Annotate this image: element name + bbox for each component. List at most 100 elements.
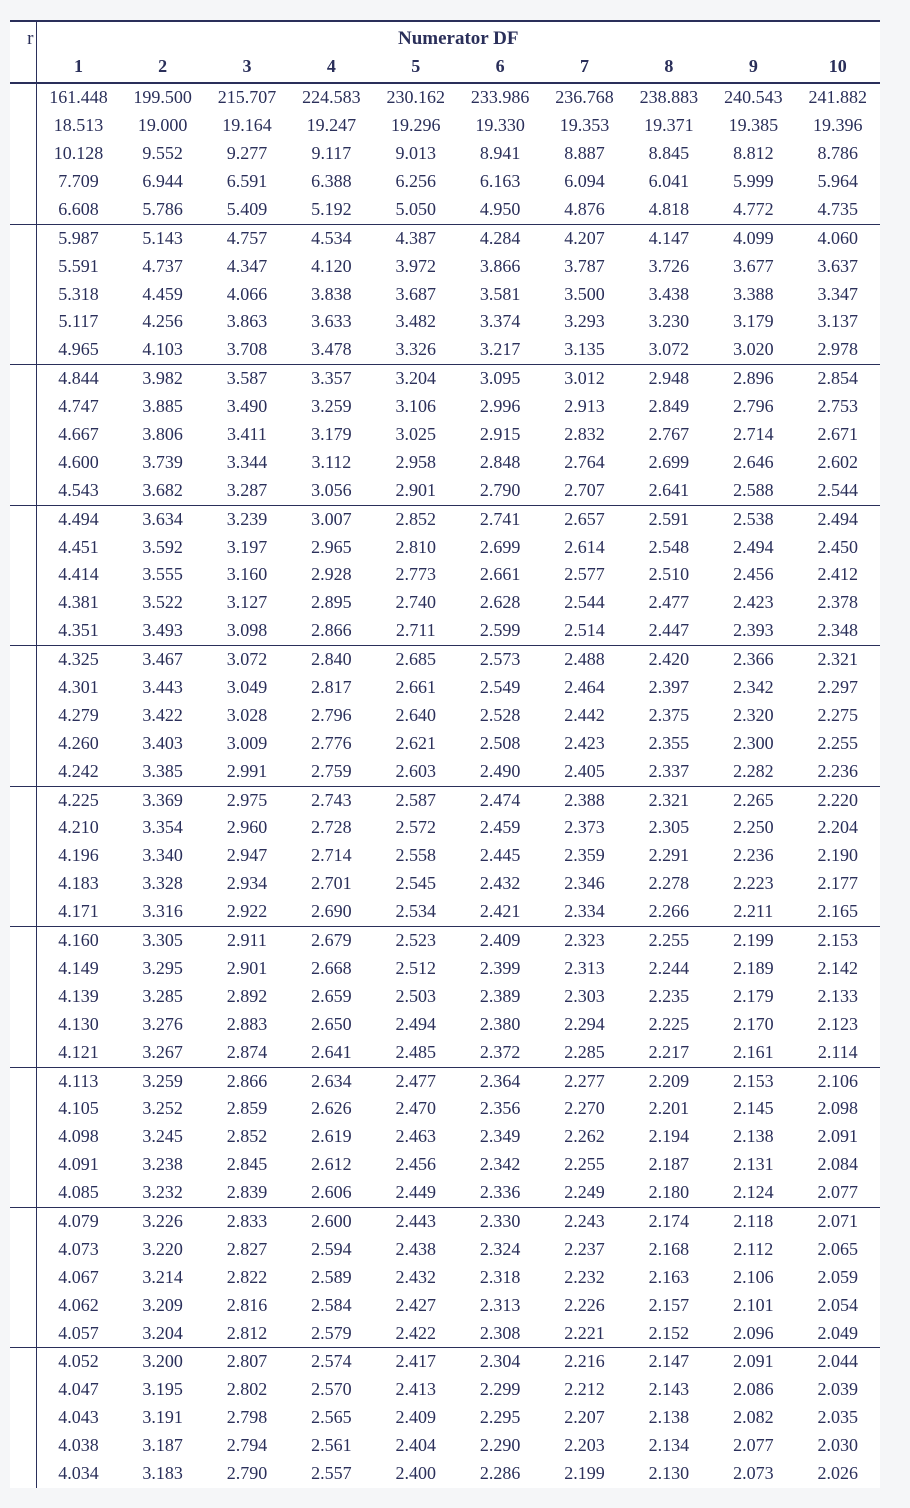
table-cell: 5.999 bbox=[711, 168, 795, 196]
table-cell: 2.297 bbox=[796, 674, 880, 702]
table-row: 5.1174.2563.8633.6333.4823.3743.2933.230… bbox=[10, 308, 880, 336]
table-cell: 18.513 bbox=[36, 112, 120, 140]
table-cell: 2.594 bbox=[289, 1236, 373, 1264]
table-cell: 2.975 bbox=[205, 786, 289, 814]
table-cell: 2.740 bbox=[374, 589, 458, 617]
table-cell: 2.443 bbox=[374, 1207, 458, 1235]
table-cell: 19.371 bbox=[627, 112, 711, 140]
table-cell: 4.085 bbox=[36, 1179, 120, 1207]
table-row: 7.7096.9446.5916.3886.2566.1636.0946.041… bbox=[10, 168, 880, 196]
table-cell: 3.482 bbox=[374, 308, 458, 336]
table-cell: 2.187 bbox=[627, 1151, 711, 1179]
table-cell: 2.133 bbox=[796, 983, 880, 1011]
table-cell: 3.106 bbox=[374, 393, 458, 421]
table-cell: 4.139 bbox=[36, 983, 120, 1011]
row-stub bbox=[10, 224, 36, 252]
table-cell: 2.096 bbox=[711, 1320, 795, 1348]
table-cell: 4.351 bbox=[36, 617, 120, 645]
table-cell: 2.503 bbox=[374, 983, 458, 1011]
table-cell: 3.863 bbox=[205, 308, 289, 336]
column-header-row: 12345678910 bbox=[10, 53, 880, 83]
row-stub bbox=[10, 1348, 36, 1376]
table-cell: 3.388 bbox=[711, 281, 795, 309]
table-cell: 2.203 bbox=[542, 1432, 626, 1460]
row-stub bbox=[10, 842, 36, 870]
table-cell: 3.838 bbox=[289, 281, 373, 309]
table-cell: 2.579 bbox=[289, 1320, 373, 1348]
table-cell: 2.528 bbox=[458, 702, 542, 730]
table-cell: 2.278 bbox=[627, 870, 711, 898]
table-row: 4.1603.3052.9112.6792.5232.4092.3232.255… bbox=[10, 927, 880, 955]
table-cell: 2.277 bbox=[542, 1067, 626, 1095]
table-cell: 3.276 bbox=[120, 1011, 204, 1039]
table-cell: 2.545 bbox=[374, 870, 458, 898]
table-cell: 2.459 bbox=[458, 814, 542, 842]
table-cell: 2.432 bbox=[458, 870, 542, 898]
table-cell: 2.265 bbox=[711, 786, 795, 814]
table-cell: 2.584 bbox=[289, 1292, 373, 1320]
table-cell: 5.964 bbox=[796, 168, 880, 196]
table-cell: 2.170 bbox=[711, 1011, 795, 1039]
table-cell: 2.490 bbox=[458, 758, 542, 786]
table-cell: 2.922 bbox=[205, 898, 289, 926]
table-cell: 2.767 bbox=[627, 421, 711, 449]
table-row: 4.4513.5923.1972.9652.8102.6992.6142.548… bbox=[10, 534, 880, 562]
f-distribution-table: r Numerator DF 12345678910 161.448199.50… bbox=[10, 20, 880, 1488]
table-cell: 3.137 bbox=[796, 308, 880, 336]
table-cell: 3.634 bbox=[120, 505, 204, 533]
table-cell: 2.661 bbox=[374, 674, 458, 702]
table-cell: 2.743 bbox=[289, 786, 373, 814]
table-cell: 2.612 bbox=[289, 1151, 373, 1179]
table-cell: 2.221 bbox=[542, 1320, 626, 1348]
row-stub bbox=[10, 927, 36, 955]
table-cell: 2.450 bbox=[796, 534, 880, 562]
table-cell: 2.420 bbox=[627, 646, 711, 674]
table-cell: 4.279 bbox=[36, 702, 120, 730]
table-cell: 2.978 bbox=[796, 336, 880, 364]
table-cell: 2.641 bbox=[289, 1039, 373, 1067]
table-cell: 233.986 bbox=[458, 83, 542, 112]
table-cell: 2.157 bbox=[627, 1292, 711, 1320]
table-cell: 2.807 bbox=[205, 1348, 289, 1376]
table-cell: 2.621 bbox=[374, 730, 458, 758]
row-stub bbox=[10, 646, 36, 674]
table-cell: 2.330 bbox=[458, 1207, 542, 1235]
table-cell: 2.375 bbox=[627, 702, 711, 730]
table-cell: 2.404 bbox=[374, 1432, 458, 1460]
table-cell: 19.353 bbox=[542, 112, 626, 140]
table-cell: 2.832 bbox=[542, 421, 626, 449]
table-cell: 3.259 bbox=[289, 393, 373, 421]
table-cell: 2.456 bbox=[374, 1151, 458, 1179]
table-cell: 3.285 bbox=[120, 983, 204, 1011]
table-cell: 3.025 bbox=[374, 421, 458, 449]
table-cell: 3.072 bbox=[627, 336, 711, 364]
table-cell: 2.217 bbox=[627, 1039, 711, 1067]
table-cell: 2.337 bbox=[627, 758, 711, 786]
table-cell: 2.223 bbox=[711, 870, 795, 898]
table-cell: 7.709 bbox=[36, 168, 120, 196]
table-cell: 2.657 bbox=[542, 505, 626, 533]
table-cell: 3.885 bbox=[120, 393, 204, 421]
table-cell: 3.787 bbox=[542, 253, 626, 281]
row-header-fragment: r bbox=[10, 21, 36, 53]
table-cell: 2.207 bbox=[542, 1404, 626, 1432]
table-cell: 3.195 bbox=[120, 1376, 204, 1404]
table-row: 4.3513.4933.0982.8662.7112.5992.5142.447… bbox=[10, 617, 880, 645]
table-cell: 3.204 bbox=[374, 365, 458, 393]
table-cell: 2.523 bbox=[374, 927, 458, 955]
table-cell: 2.449 bbox=[374, 1179, 458, 1207]
table-cell: 3.287 bbox=[205, 477, 289, 505]
table-cell: 4.844 bbox=[36, 365, 120, 393]
table-cell: 4.147 bbox=[627, 224, 711, 252]
table-cell: 2.152 bbox=[627, 1320, 711, 1348]
table-cell: 6.944 bbox=[120, 168, 204, 196]
table-cell: 4.034 bbox=[36, 1460, 120, 1488]
table-cell: 2.510 bbox=[627, 561, 711, 589]
row-stub bbox=[10, 983, 36, 1011]
table-row: 4.9654.1033.7083.4783.3263.2173.1353.072… bbox=[10, 336, 880, 364]
table-cell: 2.101 bbox=[711, 1292, 795, 1320]
table-cell: 2.463 bbox=[374, 1123, 458, 1151]
column-header: 4 bbox=[289, 53, 373, 83]
table-row: 5.9875.1434.7574.5344.3874.2844.2074.147… bbox=[10, 224, 880, 252]
table-cell: 2.422 bbox=[374, 1320, 458, 1348]
